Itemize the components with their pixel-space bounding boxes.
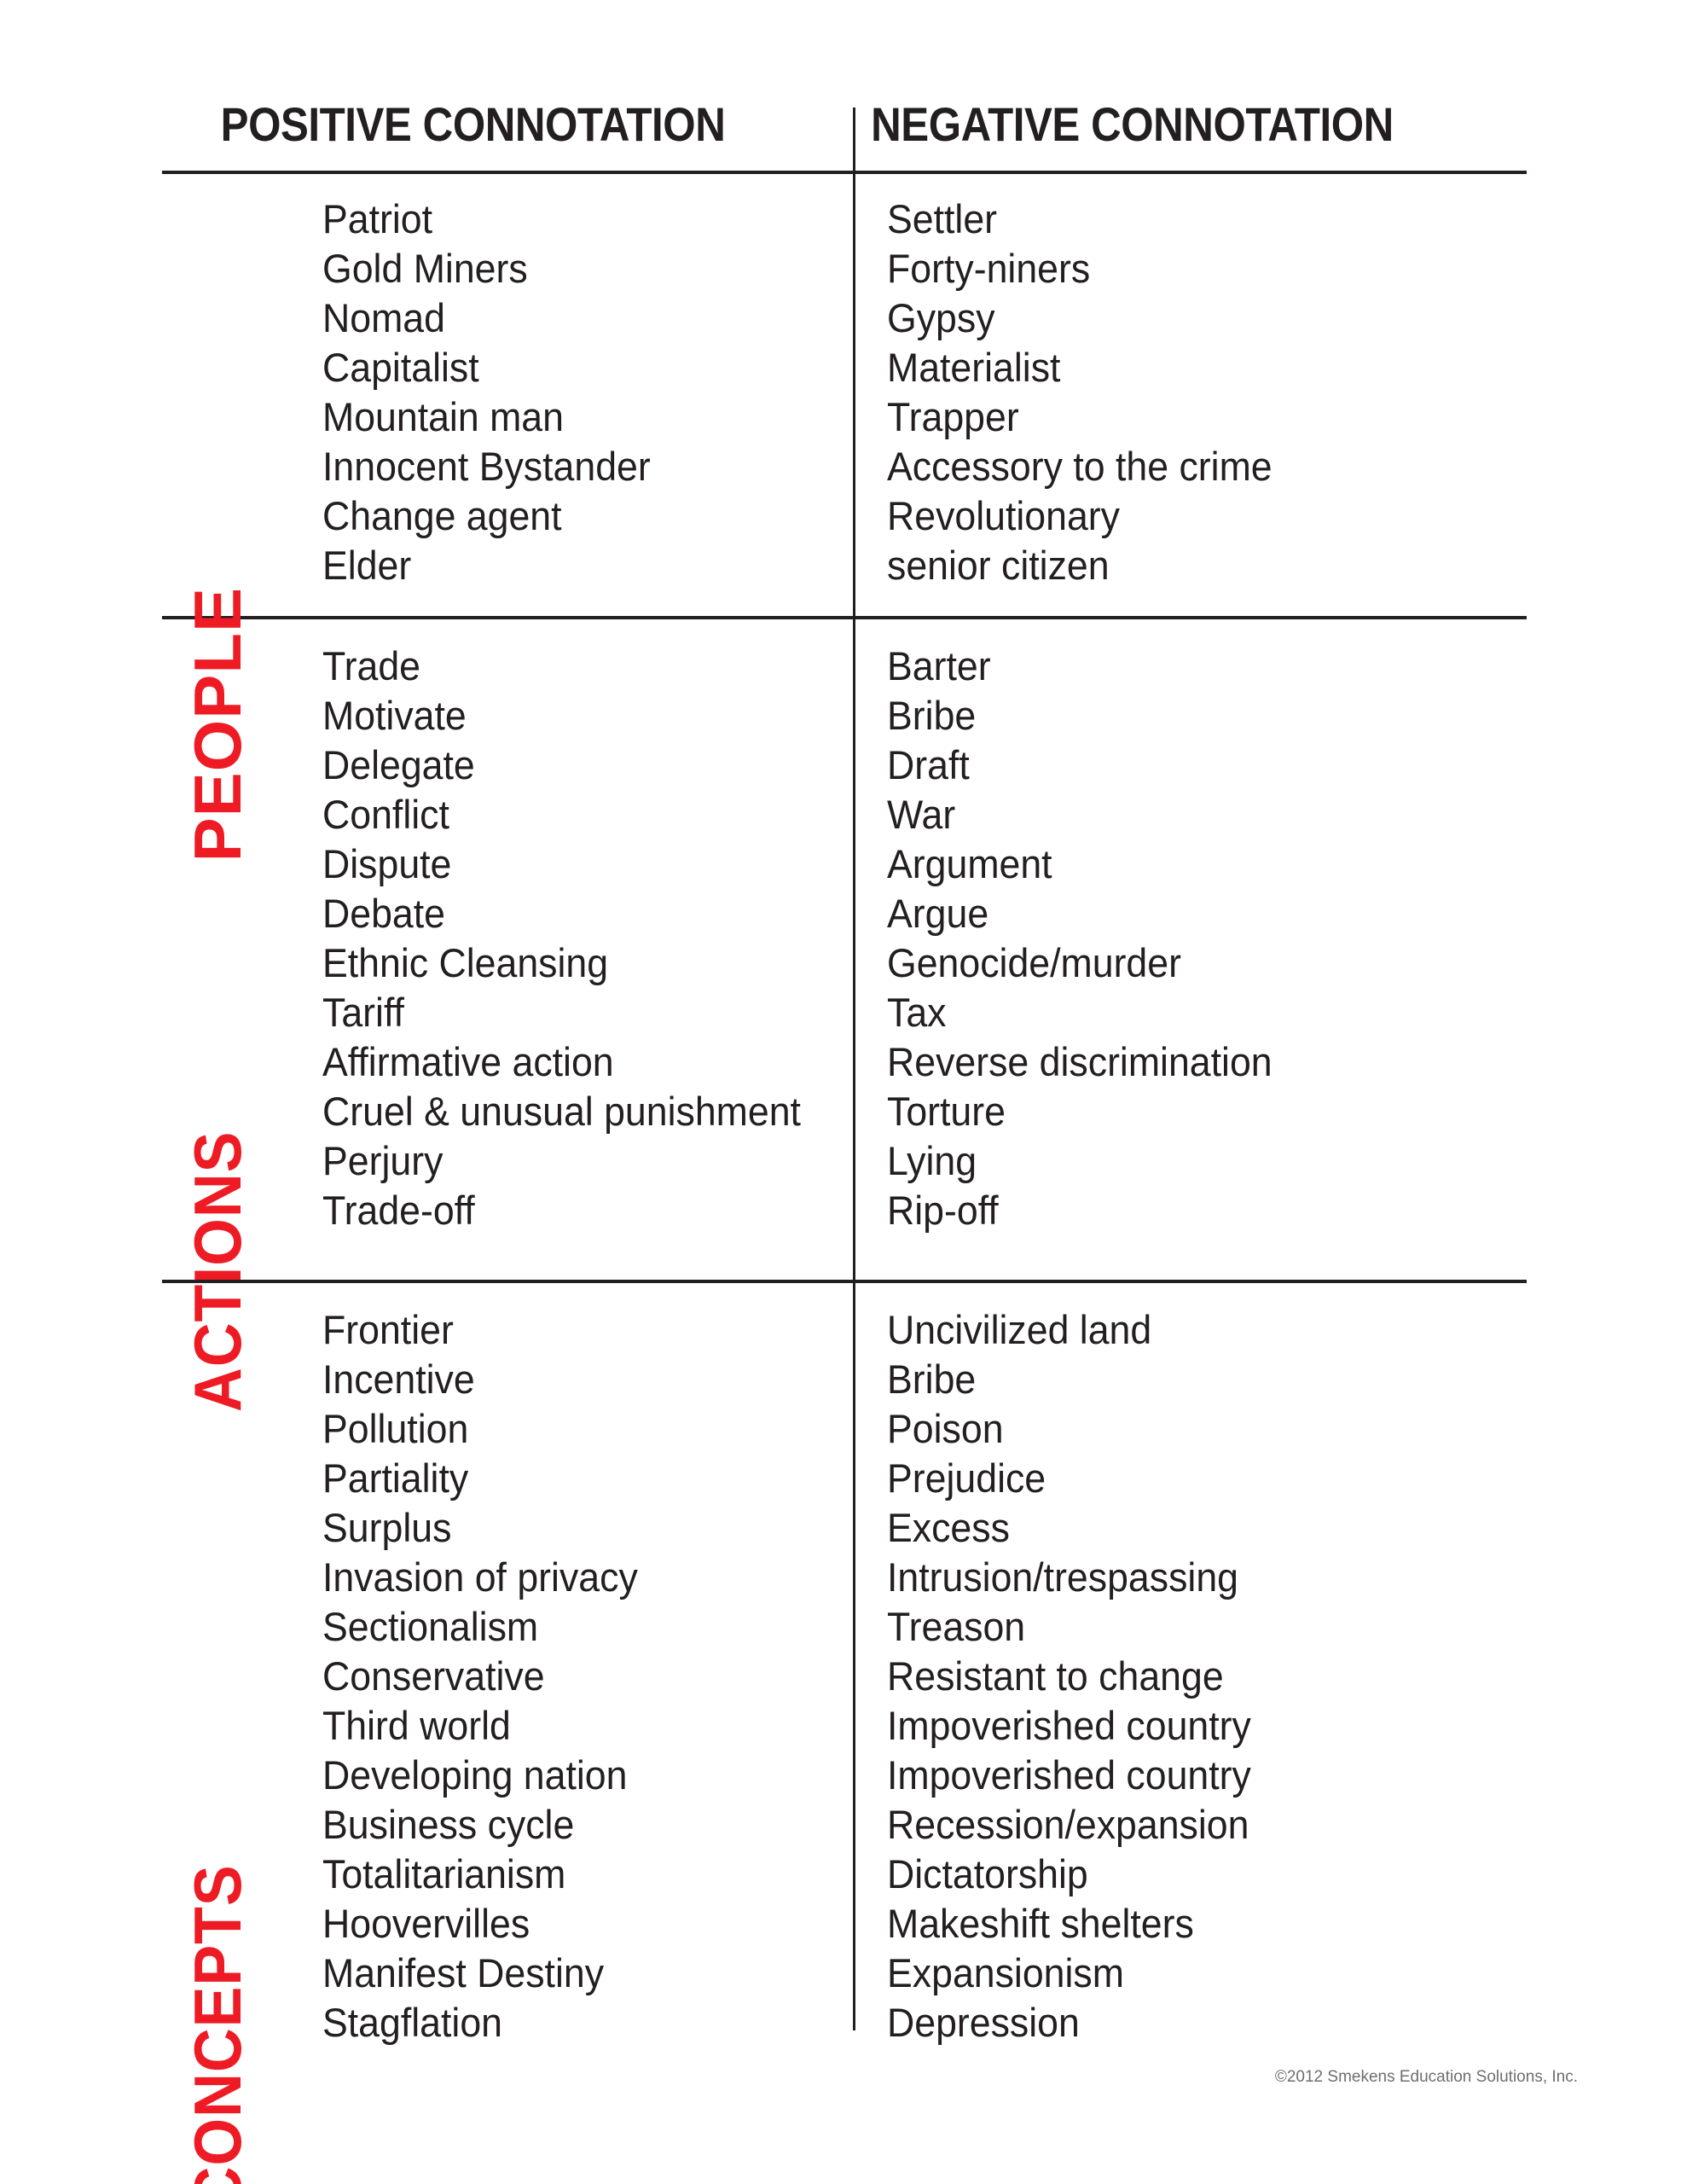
list-item: Delegate (322, 742, 475, 787)
list-item: Perjury (322, 1138, 443, 1183)
header-divider-rule (162, 171, 1527, 174)
list-item: Genocide/murder (887, 940, 1181, 985)
list-item: War (887, 792, 956, 837)
list-item: Totalitarianism (322, 1851, 566, 1896)
list-item: Cruel & unusual punishment (322, 1089, 801, 1134)
list-item: Invasion of privacy (322, 1554, 638, 1600)
list-item: Innocent Bystander (322, 444, 651, 489)
list-item: Trapper (887, 394, 1019, 439)
list-item: Ethnic Cleansing (322, 940, 609, 985)
list-item: Mountain man (322, 394, 564, 439)
list-item: Capitalist (322, 345, 479, 390)
list-item: Uncivilized land (887, 1307, 1152, 1352)
list-item: Pollution (322, 1406, 469, 1451)
list-item: Rip-off (887, 1188, 999, 1233)
list-item: Draft (887, 742, 970, 787)
people-positive-column: Patriot Gold Miners Nomad Capitalist Mou… (273, 195, 853, 590)
list-item: Stagflation (322, 2000, 503, 2045)
list-item: Settler (887, 196, 998, 241)
list-item: Surplus (322, 1505, 452, 1550)
list-item: Bribe (887, 693, 977, 738)
list-item: Poison (887, 1406, 1004, 1451)
section-label-wrap-concepts: CONCEPTS (162, 1305, 273, 2184)
list-item: Prejudice (887, 1455, 1046, 1501)
list-item: Sectionalism (322, 1604, 539, 1649)
concepts-positive-column: Frontier Incentive Pollution Partiality … (273, 1305, 853, 2048)
list-item: Makeshift shelters (887, 1901, 1194, 1946)
list-item: Conservative (322, 1653, 545, 1699)
section-label-wrap-actions: ACTIONS (162, 642, 273, 1412)
list-item: Conflict (322, 792, 449, 837)
list-item: Incentive (322, 1356, 475, 1402)
list-item: Manifest Destiny (322, 1950, 605, 1995)
list-item: Elder (322, 543, 412, 588)
list-item: Dictatorship (887, 1851, 1088, 1896)
section-label-wrap-people: PEOPLE (162, 195, 273, 862)
list-item: Revolutionary (887, 493, 1121, 538)
section-divider-rule-actions-concepts (162, 1280, 1527, 1283)
list-item: Forty-niners (887, 246, 1091, 291)
people-negative-column: Settler Forty-niners Gypsy Materialist T… (853, 195, 1527, 590)
header-negative-connotation: NEGATIVE CONNOTATION (871, 97, 1394, 151)
list-item: Argument (887, 841, 1052, 886)
actions-negative-column: Barter Bribe Draft War Argument Argue Ge… (853, 642, 1527, 1235)
list-item: Trade (322, 643, 420, 688)
list-item: Frontier (322, 1307, 454, 1352)
list-item: Expansionism (887, 1950, 1124, 1995)
list-item: Lying (887, 1138, 977, 1183)
list-item: Impoverished country (887, 1703, 1251, 1748)
column-divider-rule (853, 107, 855, 2030)
list-item: Nomad (322, 295, 445, 340)
copyright-notice: ©2012 Smekens Education Solutions, Inc. (1274, 2068, 1578, 2086)
list-item: Gold Miners (322, 246, 528, 291)
section-label-concepts: CONCEPTS (179, 1864, 255, 2184)
list-item: Third world (322, 1703, 511, 1748)
list-item: Business cycle (322, 1802, 575, 1847)
list-item: Partiality (322, 1455, 469, 1501)
list-item: Hoovervilles (322, 1901, 530, 1946)
list-item: Accessory to the crime (887, 444, 1272, 489)
list-item: Depression (887, 2000, 1080, 2045)
table-header-row: POSITIVE CONNOTATION NEGATIVE CONNOTATIO… (162, 75, 1527, 148)
list-item: Change agent (322, 493, 562, 538)
list-item: Developing nation (322, 1752, 628, 1798)
list-item: Bribe (887, 1356, 977, 1402)
actions-positive-column: Trade Motivate Delegate Conflict Dispute… (273, 642, 853, 1235)
list-item: Motivate (322, 693, 467, 738)
list-item: Affirmative action (322, 1039, 614, 1084)
list-item: Argue (887, 891, 989, 936)
list-item: Barter (887, 643, 991, 688)
list-item: Gypsy (887, 295, 995, 340)
list-item: Trade-off (322, 1188, 475, 1233)
section-actions: ACTIONS Trade Motivate Delegate Conflict… (162, 642, 1527, 1412)
list-item: senior citizen (887, 543, 1110, 588)
list-item: Tariff (322, 990, 404, 1035)
list-item: Recession/expansion (887, 1802, 1249, 1847)
concepts-negative-column: Uncivilized land Bribe Poison Prejudice … (853, 1305, 1527, 2048)
header-positive-connotation: POSITIVE CONNOTATION (220, 97, 726, 151)
list-item: Materialist (887, 345, 1061, 390)
section-concepts: CONCEPTS Frontier Incentive Pollution Pa… (162, 1305, 1527, 2184)
list-item: Patriot (322, 196, 433, 241)
list-item: Dispute (322, 841, 452, 886)
list-item: Excess (887, 1505, 1010, 1550)
list-item: Reverse discrimination (887, 1039, 1272, 1084)
list-item: Impoverished country (887, 1752, 1251, 1798)
section-people: PEOPLE Patriot Gold Miners Nomad Capital… (162, 195, 1527, 862)
list-item: Torture (887, 1089, 1006, 1134)
list-item: Treason (887, 1604, 1026, 1649)
list-item: Debate (322, 891, 445, 936)
section-divider-rule-people-actions (162, 616, 1527, 619)
list-item: Resistant to change (887, 1653, 1224, 1699)
list-item: Tax (887, 990, 947, 1035)
list-item: Intrusion/trespassing (887, 1554, 1238, 1600)
